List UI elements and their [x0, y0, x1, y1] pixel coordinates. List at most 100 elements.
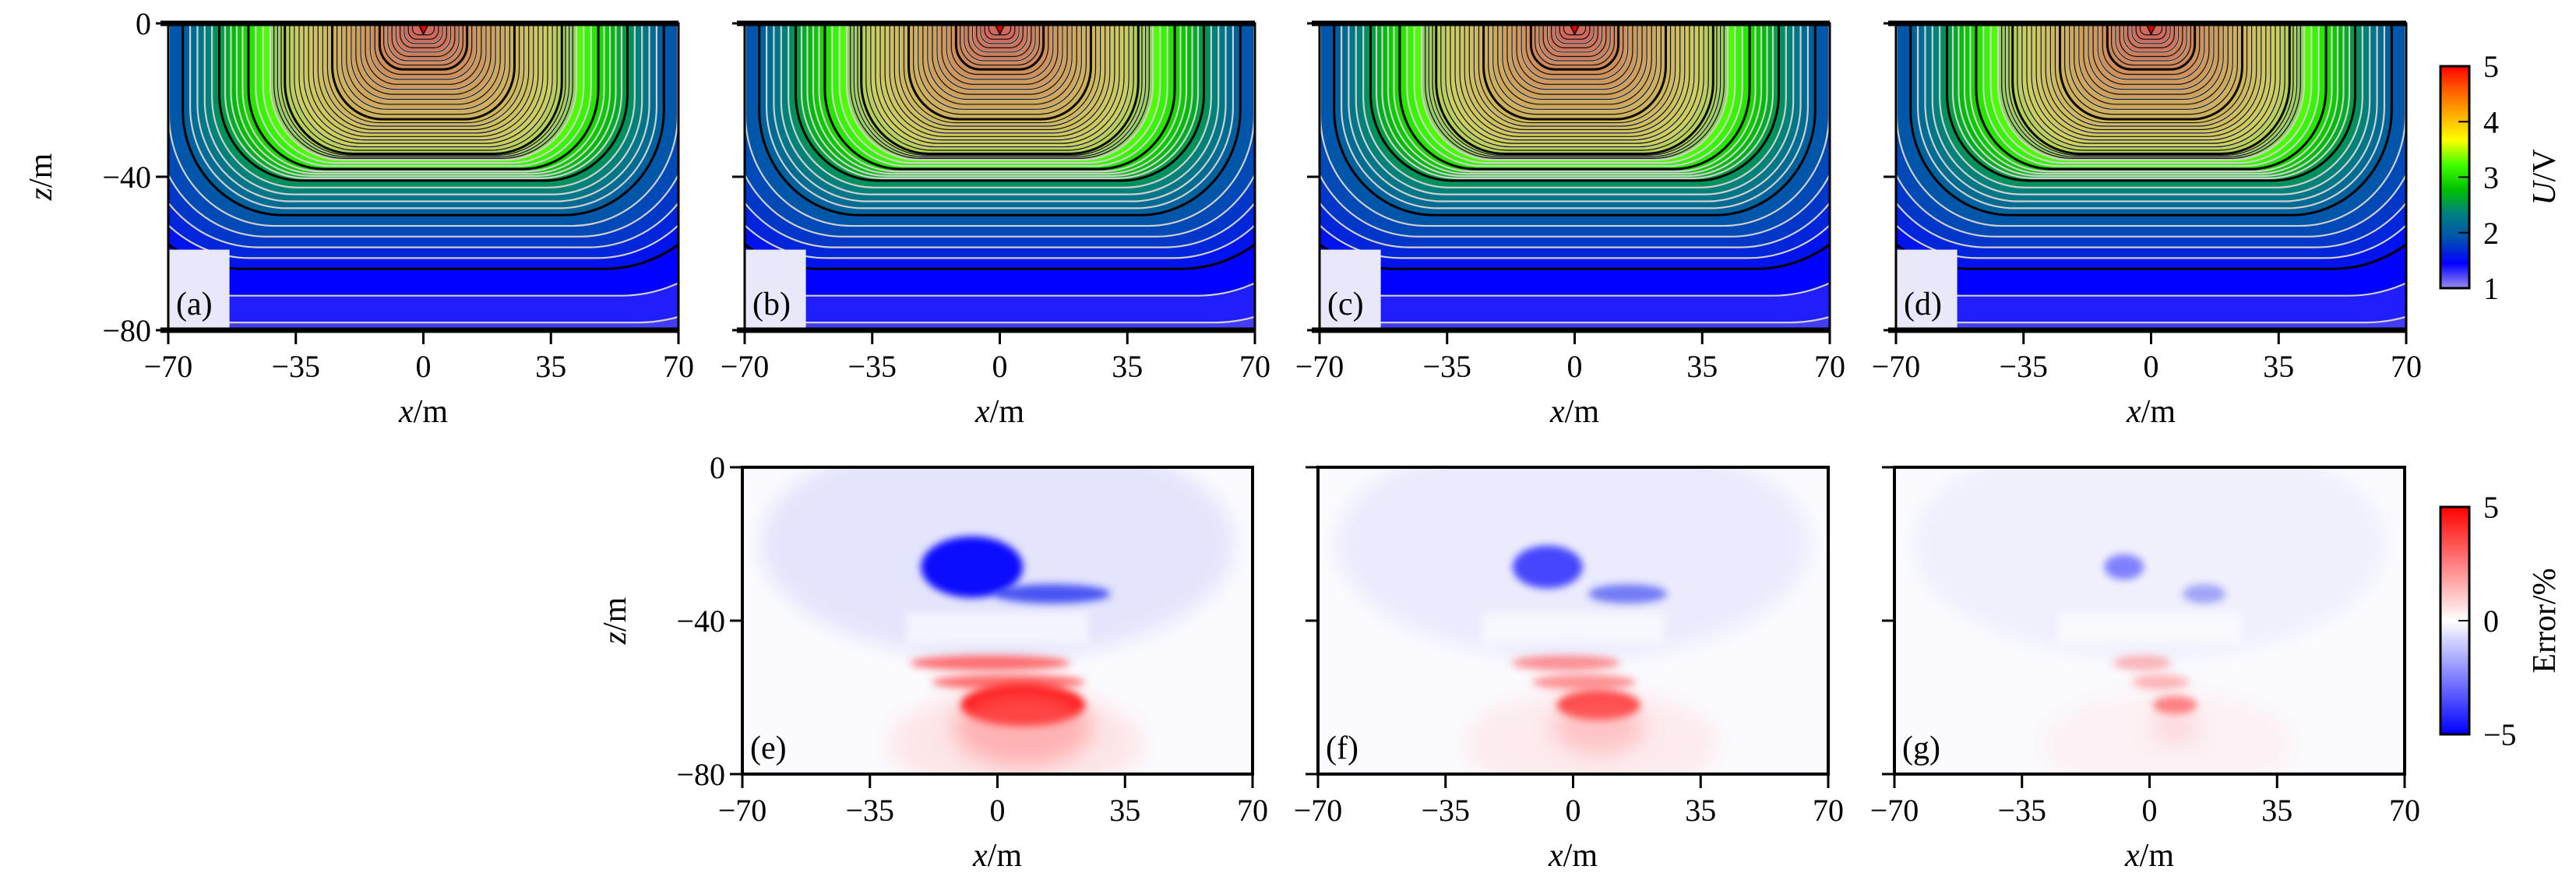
contour-line: [1538, 23, 1611, 62]
panel-label-box: [745, 249, 806, 330]
contour-line: [1432, 23, 1718, 157]
heatmap: [168, 23, 678, 330]
contour-line: [884, 23, 1115, 137]
contour-line: [1924, 23, 2378, 202]
x-tick-label: 0: [992, 349, 1008, 384]
contour-line: [391, 23, 456, 58]
colorbar-gradient: [2439, 65, 2471, 290]
contour-line: [1896, 242, 2406, 270]
contour-line: [857, 23, 1143, 157]
colorbar-label: U/V: [2527, 149, 2563, 205]
error-region: [2183, 584, 2226, 604]
contour-line: [1896, 224, 2406, 259]
contour-line: [745, 242, 1255, 270]
x-tick-label: −70: [1872, 349, 1921, 384]
contour-line: [2021, 23, 2281, 148]
contour-line: [168, 201, 678, 248]
contour-line: [1530, 23, 1619, 70]
contour-line: [1464, 23, 1686, 134]
x-tick-label: 70: [1237, 793, 1268, 828]
heatmap: [1894, 467, 2405, 774]
x-tick-label: 70: [1239, 349, 1270, 384]
contour-line: [946, 23, 1054, 80]
contour-line: [765, 23, 1235, 209]
contour-line: [1478, 23, 1672, 124]
x-tick-label: −35: [1421, 793, 1470, 828]
panel-label: (b): [752, 287, 791, 322]
contour-line: [745, 201, 1255, 248]
contour-line: [1320, 242, 1830, 270]
colorbar-tick-label: 5: [2483, 490, 2499, 525]
contour-line: [1546, 23, 1603, 53]
contour-line: [298, 23, 548, 144]
contour-line: [922, 23, 1077, 105]
x-axis-label: x/m: [2126, 394, 2176, 430]
contour-line: [1951, 23, 2351, 180]
contour-line: [1563, 23, 1587, 36]
contour-line: [2026, 23, 2276, 144]
contour-line: [971, 23, 1028, 53]
x-axis-label: x/m: [2124, 838, 2174, 874]
contour-line: [831, 23, 1168, 167]
x-tick-label: 0: [2144, 349, 2159, 384]
contour-line: [980, 23, 1020, 44]
x-axis-label: x/m: [972, 838, 1022, 874]
contour-line: [411, 23, 435, 36]
contour-line: [2083, 23, 2219, 95]
x-tick-label: −70: [718, 793, 767, 828]
contour-line: [893, 23, 1106, 131]
x-tick-label: −70: [1870, 793, 1919, 828]
contour-line: [2119, 23, 2183, 58]
contour-line: [1340, 23, 1810, 209]
contour-line: [1348, 23, 1802, 202]
contour-line: [387, 23, 460, 62]
contour-line: [269, 23, 578, 161]
contour-line: [224, 23, 623, 180]
error-region: [1588, 584, 1668, 604]
x-tick-label: 35: [2261, 793, 2292, 828]
x-tick-label: −70: [1295, 349, 1344, 384]
x-axis-label: x/m: [1549, 394, 1599, 430]
x-tick-label: −35: [1422, 349, 1471, 384]
contour-line: [1387, 23, 1763, 175]
contour-line: [360, 23, 487, 90]
x-tick-label: −70: [144, 349, 193, 384]
contour-line: [1909, 23, 2393, 216]
contour-line: [1555, 23, 1595, 44]
contour-line: [1896, 23, 2406, 227]
y-tick-label: −40: [102, 160, 151, 195]
contour-line: [322, 23, 525, 127]
contour-line: [1393, 23, 1757, 173]
contour-line: [383, 23, 463, 66]
contour-line: [277, 23, 570, 157]
y-axis-label: z/m: [23, 153, 59, 201]
contour-line: [262, 23, 585, 164]
contour-line: [907, 23, 1092, 120]
contour-line: [2049, 23, 2253, 127]
x-tick-label: 35: [535, 349, 566, 384]
heatmap: [742, 467, 1253, 774]
contour-line: [203, 23, 643, 195]
colorbar-error: −5 0 5 Error/%: [2439, 490, 2563, 752]
contour-line: [168, 23, 678, 227]
contour-line: [823, 23, 1176, 171]
contour-line: [1502, 23, 1647, 100]
contour-line: [1440, 23, 1709, 151]
x-tick-label: −35: [1997, 793, 2046, 828]
x-tick-label: 0: [2142, 793, 2158, 828]
contour-line: [2004, 23, 2298, 157]
contour-line: [1428, 23, 1721, 157]
x-tick-label: 70: [2391, 349, 2422, 384]
contour-line: [1482, 23, 1667, 120]
y-tick-label: −40: [676, 604, 725, 639]
contour-line: [2106, 23, 2196, 70]
contour-line: [870, 23, 1129, 148]
contour-line: [1355, 23, 1795, 195]
heatmap: [1896, 23, 2406, 330]
heatmap: [1320, 23, 1830, 330]
heatmap: [1318, 467, 1828, 774]
contour-line: [1320, 201, 1830, 248]
x-tick-label: −35: [1999, 349, 2048, 384]
panel-label: (f): [1326, 730, 1358, 766]
panel-label: (e): [750, 730, 787, 766]
